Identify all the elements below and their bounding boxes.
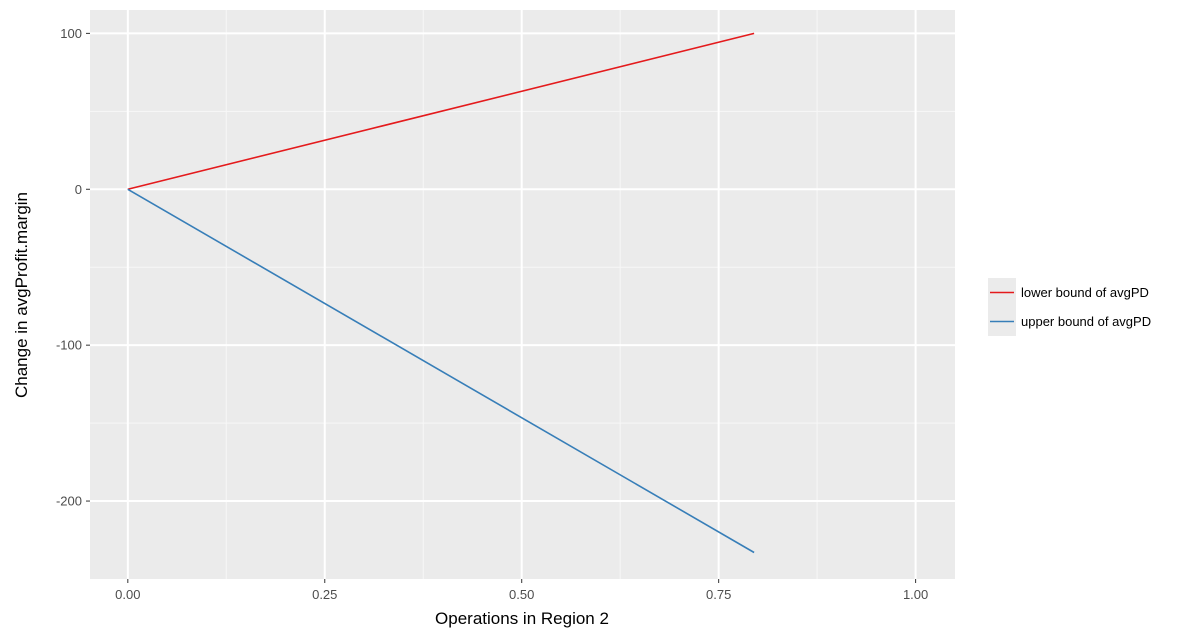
series-line-1 xyxy=(127,32,755,191)
x-tick-label: 0.25 xyxy=(312,587,337,602)
major-gridlines xyxy=(90,10,955,579)
y-axis-ticks: 100 0 -100 -200 xyxy=(56,26,90,509)
x-tick-label: 0.00 xyxy=(115,587,140,602)
x-tick-label: 0.50 xyxy=(509,587,534,602)
y-tick-label: 100 xyxy=(60,26,82,41)
y-tick-label: -100 xyxy=(56,338,82,353)
series-lines xyxy=(127,32,755,554)
legend-label: lower bound of avgPD xyxy=(1021,285,1149,300)
x-tick-label: 1.00 xyxy=(903,587,928,602)
y-axis-title: Change in avgProfit.margin xyxy=(12,192,31,398)
x-axis-title: Operations in Region 2 xyxy=(435,609,609,628)
x-axis-ticks: 0.00 0.25 0.50 0.75 1.00 xyxy=(115,579,928,602)
y-tick-label: 0 xyxy=(75,182,82,197)
y-tick-label: -200 xyxy=(56,494,82,509)
legend-label: upper bound of avgPD xyxy=(1021,314,1151,329)
series-line-2 xyxy=(127,188,755,554)
x-tick-label: 0.75 xyxy=(706,587,731,602)
legend: lower bound of avgPD upper bound of avgPD xyxy=(988,278,1151,336)
